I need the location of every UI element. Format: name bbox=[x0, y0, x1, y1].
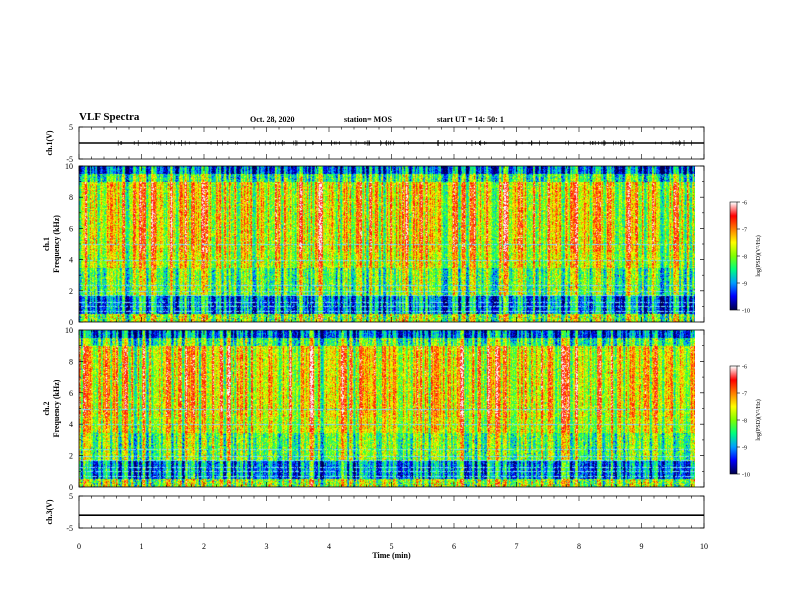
ytick-label: 6 bbox=[69, 224, 73, 233]
chart-title: VLF Spectra bbox=[79, 111, 140, 123]
ytick-label: 4 bbox=[69, 420, 73, 429]
ylabel-line: ch.2 bbox=[42, 402, 51, 416]
ytick-label: 10 bbox=[65, 162, 73, 171]
xtick-label: 3 bbox=[265, 542, 269, 551]
ylabel-waveform-ch3: ch.3(V) bbox=[45, 499, 54, 524]
ytick-label: -5 bbox=[66, 155, 73, 164]
colorbar-tick-label: -10 bbox=[742, 309, 750, 315]
ytick-label: 10 bbox=[65, 326, 73, 335]
xtick-label: 8 bbox=[577, 542, 581, 551]
colorbar-tick-label: -7 bbox=[742, 392, 747, 398]
xtick-label: 0 bbox=[77, 542, 81, 551]
ylabel-line: ch.1(V) bbox=[45, 130, 54, 155]
xtick-label: 9 bbox=[640, 542, 644, 551]
ytick-label: 5 bbox=[69, 123, 73, 132]
start-time-label: start UT = 14: 50: 1 bbox=[437, 115, 504, 124]
xtick-label: 1 bbox=[140, 542, 144, 551]
ytick-label: 8 bbox=[69, 357, 73, 366]
xtick-label: 4 bbox=[327, 542, 331, 551]
colorbar-tick-label: -8 bbox=[742, 419, 747, 425]
ylabel-spectrogram-ch1: ch.1Frequency (kHz) bbox=[42, 215, 61, 273]
xtick-label: 6 bbox=[452, 542, 456, 551]
ylabel-line: Frequency (kHz) bbox=[52, 379, 61, 437]
ytick-label: -5 bbox=[66, 524, 73, 533]
ytick-label: 8 bbox=[69, 193, 73, 202]
colorbar-tick-label: -7 bbox=[742, 228, 747, 234]
ytick-label: 5 bbox=[69, 492, 73, 501]
ytick-label: 6 bbox=[69, 389, 73, 398]
ytick-label: 0 bbox=[69, 483, 73, 492]
colorbar-label: log(PSD)(V²/Hz) bbox=[755, 399, 762, 440]
xtick-label: 7 bbox=[515, 542, 519, 551]
ytick-label: 2 bbox=[69, 287, 73, 296]
colorbar-tick-label: -9 bbox=[742, 446, 747, 452]
colorbar-label: log(PSD)(V²/Hz) bbox=[755, 235, 762, 276]
colorbar-spectrogram-ch2 bbox=[730, 366, 737, 474]
colorbar-tick-label: -8 bbox=[742, 255, 747, 261]
ylabel-waveform-ch1: ch.1(V) bbox=[45, 130, 54, 155]
spectrogram-image-spectrogram-ch1 bbox=[79, 166, 695, 322]
colorbar-spectrogram-ch1 bbox=[730, 202, 737, 310]
ylabel-line: ch.3(V) bbox=[45, 499, 54, 524]
colorbar-tick-label: -10 bbox=[742, 473, 750, 479]
colorbar-tick-label: -9 bbox=[742, 282, 747, 288]
colorbar-tick-label: -6 bbox=[742, 201, 747, 207]
station-label: station= MOS bbox=[344, 115, 392, 124]
date-label: Oct. 28, 2020 bbox=[250, 115, 295, 124]
ytick-label: 2 bbox=[69, 452, 73, 461]
ylabel-line: Frequency (kHz) bbox=[52, 215, 61, 273]
ytick-label: 0 bbox=[69, 318, 73, 327]
xaxis-label: Time (min) bbox=[372, 551, 411, 560]
ylabel-spectrogram-ch2: ch.2Frequency (kHz) bbox=[42, 379, 61, 437]
xtick-label: 5 bbox=[390, 542, 394, 551]
colorbar-tick-label: -6 bbox=[742, 365, 747, 371]
xtick-label: 10 bbox=[700, 542, 708, 551]
ylabel-line: ch.1 bbox=[42, 237, 51, 251]
ytick-label: 4 bbox=[69, 256, 73, 265]
spectrogram-image-spectrogram-ch2 bbox=[79, 330, 695, 487]
xtick-label: 2 bbox=[202, 542, 206, 551]
